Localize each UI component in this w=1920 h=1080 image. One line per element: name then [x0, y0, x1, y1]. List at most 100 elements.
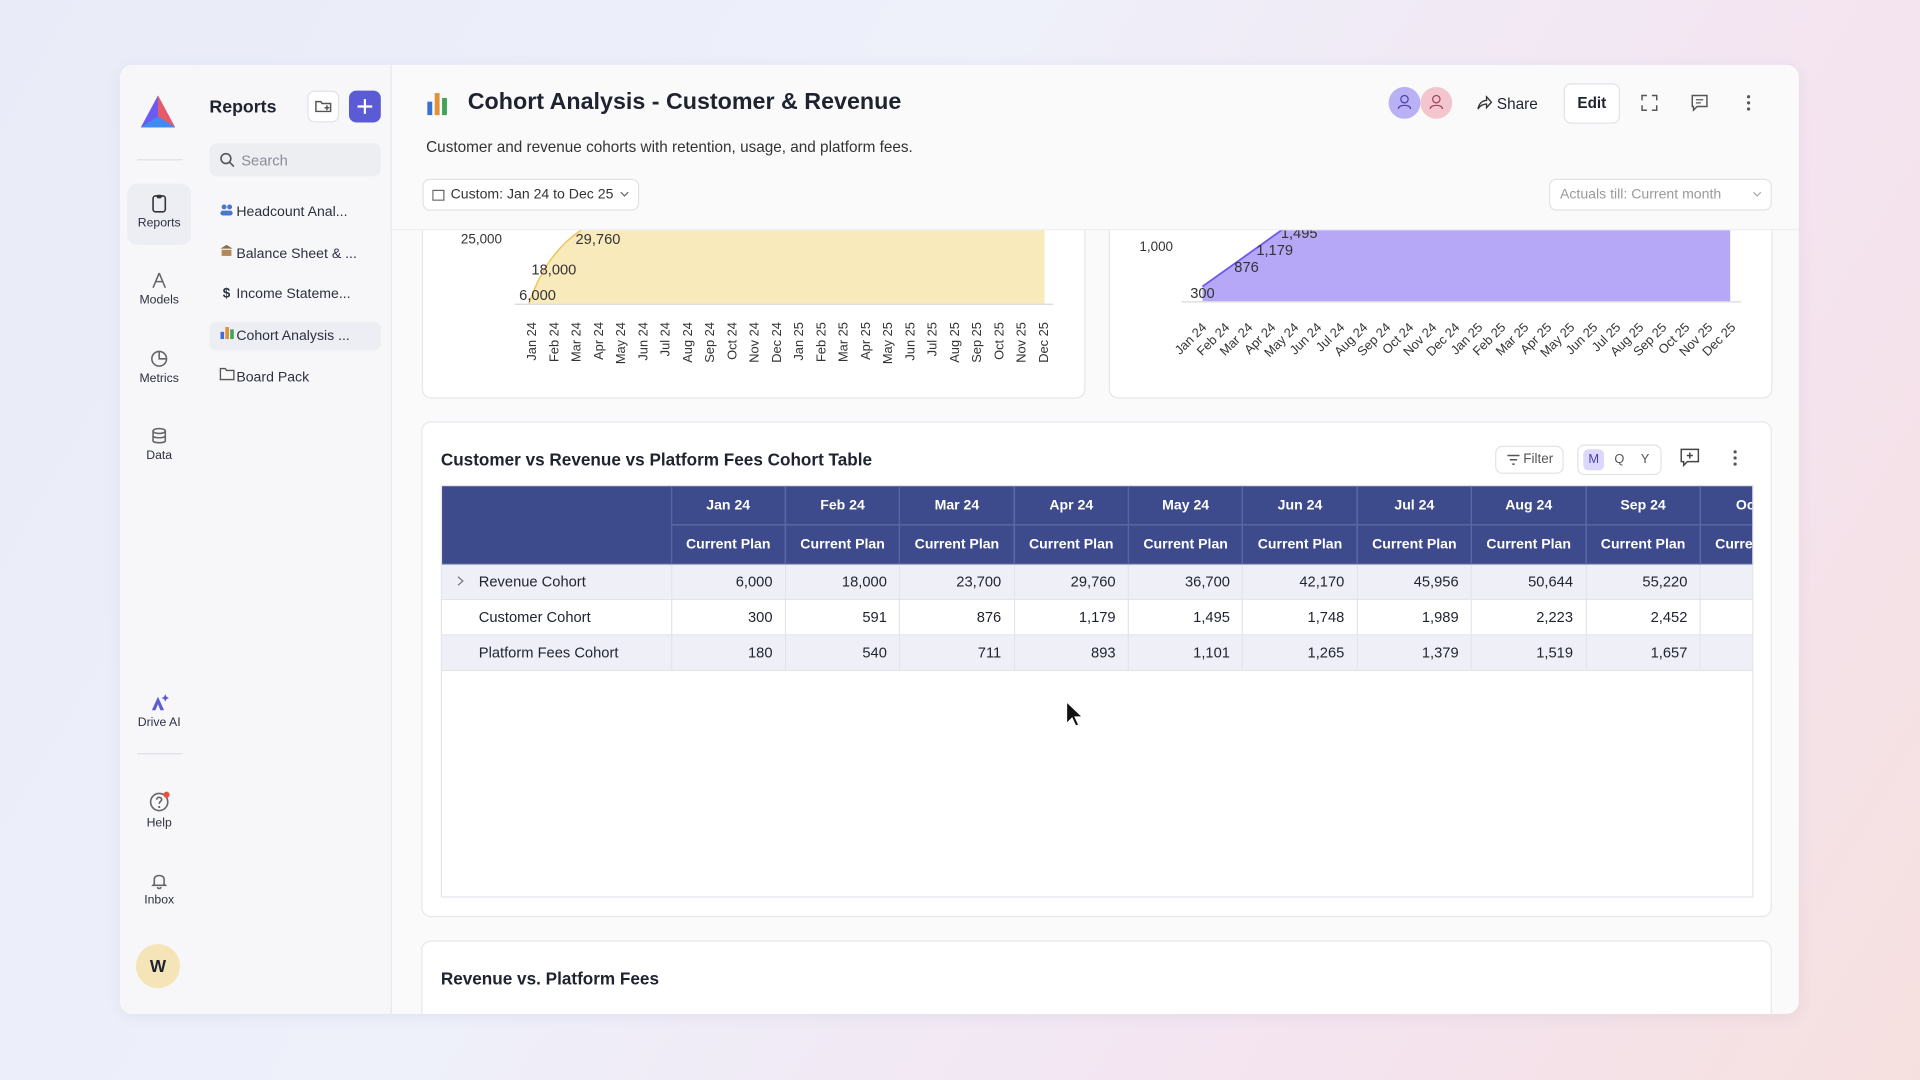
user-avatar[interactable]: W [135, 944, 181, 989]
row-label-text: Platform Fees Cohort [478, 644, 619, 662]
nav-models[interactable]: Models [127, 261, 191, 322]
app-window: Reports Models Metrics Data Drive AI Hel… [120, 64, 1799, 1014]
x-tick-label: May 25 [880, 322, 895, 364]
cell: 1,101 [1128, 634, 1244, 672]
report-item[interactable]: Cohort Analysis ... [209, 322, 381, 351]
x-tick-label: Jul 25 [925, 322, 940, 356]
report-label: Cohort Analysis ... [236, 328, 350, 344]
column-header: Aug 24 [1471, 486, 1587, 526]
expand-toggle[interactable] [457, 576, 464, 587]
cell: 55,220 [1585, 563, 1701, 601]
cell: 50,644 [1471, 563, 1587, 601]
report-label: Balance Sheet & ... [236, 246, 357, 262]
nav-label: Data [146, 449, 173, 463]
table-card: Customer vs Revenue vs Platform Fees Coh… [421, 421, 1772, 918]
period-option[interactable]: Y [1640, 451, 1650, 467]
cell: 300 [671, 599, 786, 636]
nav-drive-ai[interactable]: Drive AI [127, 683, 191, 744]
cell: 1,657 [1585, 634, 1701, 672]
x-tick-label: Apr 24 [591, 322, 606, 360]
actuals-dropdown[interactable]: Actuals till: Current month [1548, 178, 1772, 211]
x-tick-label: May 24 [613, 322, 628, 364]
filter-button[interactable]: Filter [1495, 445, 1564, 474]
report-item[interactable]: Balance Sheet & ... [209, 240, 380, 268]
column-header: Sep 24 [1585, 486, 1701, 526]
row-label-text: Revenue Cohort [478, 573, 586, 591]
add-comment-button[interactable] [1680, 448, 1701, 468]
section-title: Revenue vs. Platform Fees [440, 968, 660, 989]
new-folder-button[interactable] [307, 90, 340, 123]
nav-label: Reports [137, 216, 181, 231]
row-label: Revenue Cohort [442, 563, 672, 601]
subheader-row: Current Plan Current Plan Current Plan Curr… [442, 524, 1753, 565]
corner-cell [442, 486, 672, 565]
date-filter[interactable]: Custom: Jan 24 to Dec 25 [422, 178, 640, 211]
column-subheader: Current Plan [899, 524, 1015, 565]
nav-inbox[interactable]: Inbox [127, 861, 191, 922]
cell: 1,519 [1471, 634, 1587, 672]
column-header: Feb 24 [785, 486, 901, 526]
comments-button[interactable] [1691, 94, 1708, 112]
more-button[interactable] [1745, 93, 1752, 113]
x-tick-label: Jun 24 [635, 322, 650, 361]
report-item[interactable]: Headcount Anal... [209, 198, 380, 226]
cell: 893 [1014, 634, 1130, 672]
column-header: Jun 24 [1242, 486, 1358, 526]
cell: 42,170 [1242, 563, 1358, 601]
sidebar: Reports Search Headcount Anal... Balance… [199, 64, 392, 1014]
table-more-button[interactable] [1731, 448, 1738, 468]
nav-help[interactable]: Help [127, 781, 191, 842]
share-button[interactable]: Share [1477, 92, 1538, 116]
x-tick-label: Jan 25 [791, 322, 806, 361]
search-placeholder: Search [241, 151, 288, 169]
nav-metrics[interactable]: Metrics [127, 339, 191, 400]
x-tick-label: Feb 25 [813, 322, 828, 362]
table-row: Revenue Cohort 6,000 18,000 23,700 29,760 36,… [442, 563, 1753, 601]
logo[interactable] [138, 93, 177, 132]
cell: 6,000 [671, 563, 786, 601]
edit-button[interactable]: Edit [1563, 83, 1621, 124]
cell: 1,748 [1242, 599, 1358, 636]
row-label-text: Customer Cohort [478, 608, 591, 626]
cell: 2,223 [1471, 599, 1587, 636]
cell: 1,265 [1242, 634, 1358, 672]
column-subheader: Current Plan [1128, 524, 1244, 565]
new-report-button[interactable] [348, 90, 381, 123]
nav-label: Drive AI [137, 716, 181, 730]
nav-label: Inbox [144, 893, 175, 908]
cell: 36,700 [1128, 563, 1244, 601]
x-tick-label: Oct 24 [724, 322, 739, 360]
report-icon: $ [222, 286, 231, 302]
cell [1700, 563, 1753, 601]
cell: 45,956 [1357, 563, 1473, 601]
report-item[interactable]: $ Income Stateme... [209, 280, 380, 308]
x-tick-label: Nov 24 [747, 322, 762, 363]
column-subheader: Current Plan [1357, 524, 1473, 565]
x-tick-label: Sep 24 [702, 322, 717, 363]
report-item[interactable]: Board Pack [209, 364, 380, 392]
data-label: 18,000 [531, 262, 576, 278]
cell [1700, 599, 1753, 636]
x-tick-label: Aug 25 [947, 322, 962, 363]
period-option[interactable]: Q [1614, 451, 1625, 467]
nav-label: Models [139, 293, 179, 308]
period-option[interactable]: M [1583, 449, 1605, 471]
column-subheader: Current Plan [1242, 524, 1358, 565]
x-tick-label: Jan 24 [524, 322, 539, 361]
nav-label: Metrics [139, 372, 179, 386]
header-row: Jan 24 Feb 24 Mar 24 Apr 24 May 24 Jun 24 Jul … [442, 486, 1753, 565]
nav-data[interactable]: Data [127, 416, 191, 477]
fullscreen-button[interactable] [1641, 94, 1658, 111]
cell: 180 [671, 634, 786, 672]
search-box[interactable]: Search [209, 143, 381, 177]
table-title: Customer vs Revenue vs Platform Fees Coh… [440, 449, 873, 469]
report-label: Headcount Anal... [236, 205, 348, 220]
table-row: Platform Fees Cohort 180 540 711 893 1,101 1,2… [442, 634, 1753, 672]
nav-reports[interactable]: Reports [127, 183, 192, 245]
collaborator-avatars[interactable] [1387, 86, 1458, 120]
cell: 591 [785, 599, 901, 636]
column-header: Jul 24 [1357, 486, 1473, 526]
